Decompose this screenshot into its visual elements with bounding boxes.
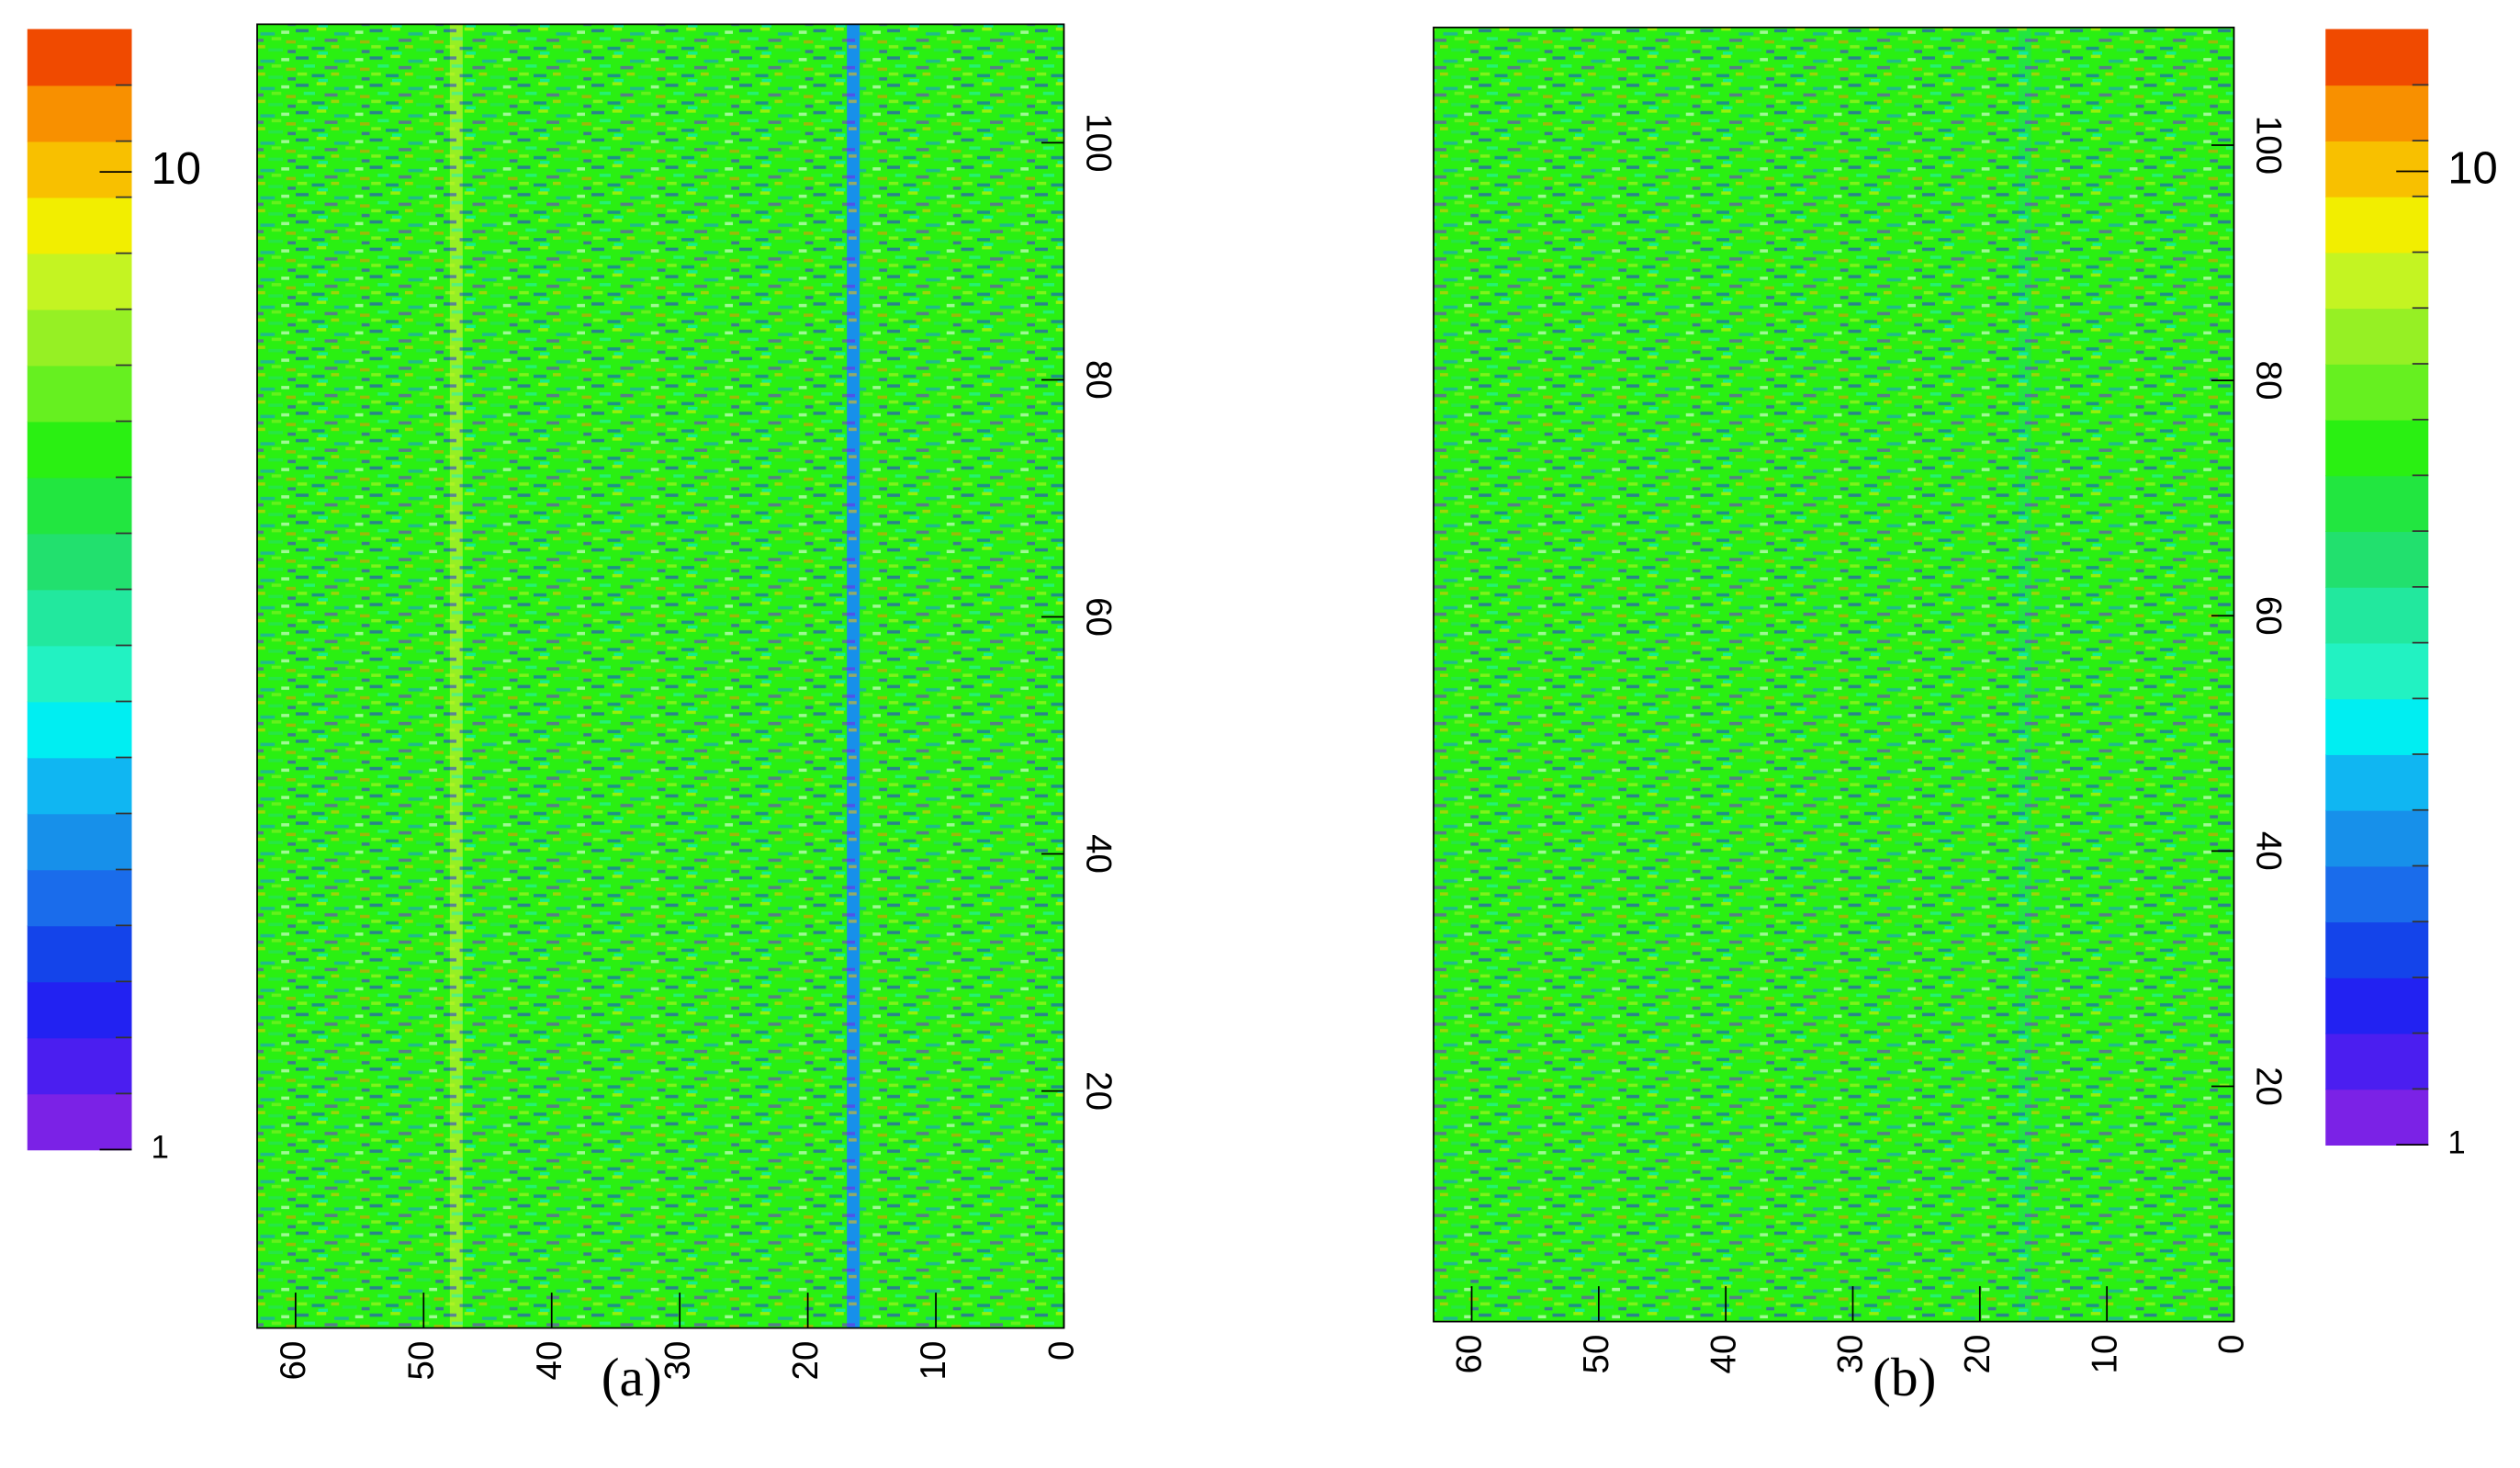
y-tick-label: 40 bbox=[2248, 831, 2288, 871]
colorbar-level bbox=[27, 701, 132, 759]
colorbar-level bbox=[2325, 698, 2429, 755]
colorbar-level bbox=[27, 477, 132, 535]
colorbar-level bbox=[2325, 809, 2429, 867]
y-tick-label: 20 bbox=[2248, 1067, 2288, 1106]
y-tick-label: 40 bbox=[1078, 834, 1118, 874]
noise-texture bbox=[1434, 27, 2234, 1322]
colorbar-level bbox=[27, 869, 132, 927]
x-tick-label: 0 bbox=[1042, 1341, 1082, 1361]
colorbar-level bbox=[2325, 475, 2429, 533]
y-tick-label: 20 bbox=[1078, 1071, 1118, 1111]
colorbar-level bbox=[2325, 196, 2429, 254]
x-tick-label: 40 bbox=[1704, 1335, 1743, 1374]
y-tick-label: 60 bbox=[2248, 596, 2288, 636]
x-tick-label: 20 bbox=[1958, 1335, 1997, 1374]
colorbar-level bbox=[2325, 141, 2429, 198]
colorbar-level bbox=[27, 309, 132, 367]
colorbar-level bbox=[27, 925, 132, 983]
colorbar-level bbox=[2325, 363, 2429, 421]
x-tick-label: 50 bbox=[1577, 1335, 1616, 1374]
colorbar-level bbox=[2325, 1033, 2429, 1090]
colorbar-level bbox=[27, 1037, 132, 1095]
colorbar-level bbox=[27, 85, 132, 142]
y-tick-label: 100 bbox=[1078, 113, 1118, 172]
colorbar-tick-label: 10 bbox=[152, 144, 202, 194]
colorbar-level bbox=[2325, 586, 2429, 644]
colorbar-level bbox=[2325, 921, 2429, 978]
colorbar-level bbox=[27, 1093, 132, 1151]
x-tick-label: 10 bbox=[2085, 1335, 2124, 1374]
x-tick-label: 10 bbox=[914, 1341, 953, 1381]
colorbar-level bbox=[2325, 865, 2429, 923]
colorbar-level bbox=[27, 533, 132, 591]
x-tick-label: 20 bbox=[786, 1341, 826, 1381]
colorbar-level bbox=[27, 813, 132, 871]
colorbar-level bbox=[2325, 754, 2429, 811]
colorbar-level bbox=[27, 197, 132, 254]
colorbar-level bbox=[27, 365, 132, 423]
colorbar-level bbox=[2325, 531, 2429, 588]
panel-label: (b) bbox=[1873, 1347, 1936, 1407]
colorbar-level bbox=[2325, 28, 2429, 86]
x-tick-label: 60 bbox=[274, 1341, 313, 1381]
y-tick-label: 80 bbox=[2248, 361, 2288, 401]
colorbar-level bbox=[2325, 642, 2429, 700]
colorbar-tick-label: 1 bbox=[152, 1130, 169, 1166]
colorbar-level bbox=[2325, 1089, 2429, 1146]
colorbar-level bbox=[27, 757, 132, 815]
y-tick-label: 100 bbox=[2248, 116, 2288, 175]
colorbar-level bbox=[2325, 308, 2429, 365]
colorbar-tick-label: 10 bbox=[2447, 143, 2498, 193]
x-tick-label: 50 bbox=[401, 1341, 441, 1381]
plot-frame bbox=[1433, 27, 2235, 1323]
colorbar-level bbox=[27, 589, 132, 647]
colorbar-level bbox=[2325, 252, 2429, 310]
colorbar-level bbox=[27, 981, 132, 1039]
x-tick-label: 30 bbox=[1831, 1335, 1871, 1374]
colorbar-level bbox=[2325, 419, 2429, 477]
x-tick-label: 0 bbox=[2212, 1335, 2252, 1354]
y-tick-label: 60 bbox=[1078, 597, 1118, 637]
colorbar-level bbox=[27, 421, 132, 479]
colorbar-level bbox=[2325, 85, 2429, 141]
colorbar-level bbox=[27, 28, 132, 86]
colorbar-level bbox=[2325, 977, 2429, 1034]
panel-label: (a) bbox=[602, 1347, 662, 1407]
colorbar-tick-label: 1 bbox=[2447, 1124, 2465, 1160]
colorbar-level bbox=[27, 645, 132, 703]
noise-texture bbox=[257, 24, 1064, 1328]
x-tick-label: 30 bbox=[658, 1341, 697, 1381]
colorbar-level bbox=[27, 141, 132, 198]
colorbar-level bbox=[27, 253, 132, 311]
plot-frame bbox=[256, 23, 1065, 1329]
y-tick-label: 80 bbox=[1078, 360, 1118, 400]
x-tick-label: 60 bbox=[1450, 1335, 1490, 1374]
x-tick-label: 40 bbox=[530, 1341, 569, 1381]
